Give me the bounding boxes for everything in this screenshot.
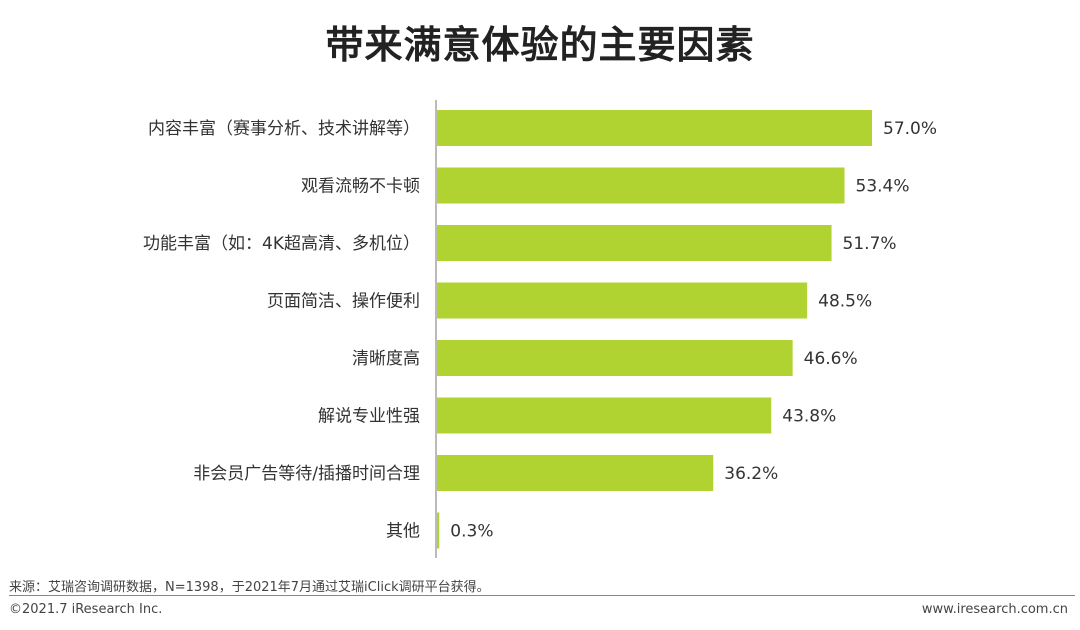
bar <box>437 225 832 261</box>
bar <box>437 282 808 319</box>
value-label: 53.4% <box>856 177 910 197</box>
bar <box>437 110 872 146</box>
footer-divider <box>9 595 1075 596</box>
category-label: 内容丰富（赛事分析、技术讲解等） <box>148 118 420 139</box>
value-label: 51.7% <box>843 234 897 254</box>
bar <box>437 397 772 434</box>
category-label: 解说专业性强 <box>318 407 420 427</box>
chart-title: 带来满意体验的主要因素 <box>325 23 755 67</box>
bar <box>437 340 793 376</box>
website-url: www.iresearch.com.cn <box>921 602 1068 617</box>
bar <box>437 512 440 549</box>
copyright-text: ©2021.7 iResearch Inc. <box>9 602 163 617</box>
value-label: 36.2% <box>724 464 778 484</box>
value-label: 57.0% <box>883 119 937 139</box>
value-label: 43.8% <box>782 407 836 427</box>
category-label: 其他 <box>386 522 420 542</box>
value-label: 0.3% <box>450 522 493 542</box>
category-label: 观看流畅不卡顿 <box>301 177 420 197</box>
value-label: 48.5% <box>818 292 872 312</box>
category-label: 清晰度高 <box>352 349 420 369</box>
category-label: 功能丰富（如：4K超高清、多机位） <box>143 234 420 254</box>
bar-chart: 内容丰富（赛事分析、技术讲解等） 57.0% 观看流畅不卡顿 53.4% 功能丰富（如：… <box>143 100 937 558</box>
bar <box>437 167 845 204</box>
value-label: 46.6% <box>804 349 858 369</box>
bar <box>437 455 714 491</box>
source-note: 来源：艾瑞咨询调研数据，N=1398，于2021年7月通过艾瑞iClick调研平… <box>9 580 490 595</box>
category-label: 非会员广告等待/插播时间合理 <box>193 464 420 484</box>
category-label: 页面简洁、操作便利 <box>267 292 420 312</box>
